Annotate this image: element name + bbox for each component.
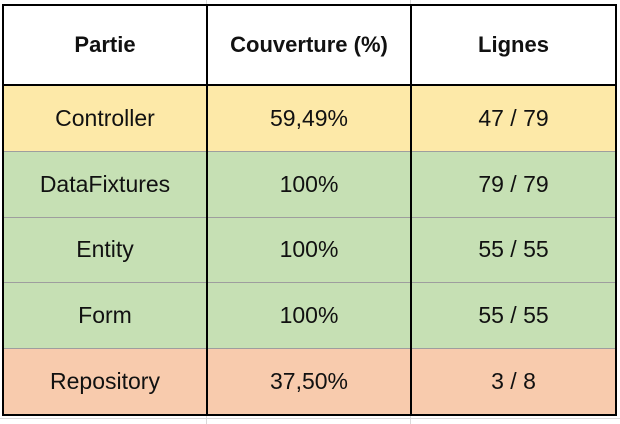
table-row: Repository 37,50% 3 / 8	[2, 348, 617, 417]
header-row: Partie Couverture (%) Lignes	[2, 4, 617, 86]
cell-partie[interactable]: DataFixtures	[2, 150, 208, 218]
cell-lignes[interactable]: 3 / 8	[410, 348, 617, 417]
cell-lignes[interactable]: 79 / 79	[410, 150, 617, 218]
cell-lignes[interactable]: 55 / 55	[410, 216, 617, 284]
cell-partie[interactable]: Controller	[2, 84, 208, 152]
header-lignes[interactable]: Lignes	[410, 4, 617, 86]
cell-couverture[interactable]: 100%	[206, 216, 412, 284]
coverage-table: Partie Couverture (%) Lignes Controller …	[2, 4, 617, 417]
cell-couverture[interactable]: 37,50%	[206, 348, 412, 417]
cell-couverture[interactable]: 100%	[206, 282, 412, 350]
cell-partie[interactable]: Form	[2, 282, 208, 350]
cell-couverture[interactable]: 100%	[206, 150, 412, 218]
header-couverture[interactable]: Couverture (%)	[206, 4, 412, 86]
cell-lignes[interactable]: 47 / 79	[410, 84, 617, 152]
cell-partie[interactable]: Entity	[2, 216, 208, 284]
cell-couverture[interactable]: 59,49%	[206, 84, 412, 152]
table-row: Entity 100% 55 / 55	[2, 216, 617, 284]
header-partie[interactable]: Partie	[2, 4, 208, 86]
table-row: Controller 59,49% 47 / 79	[2, 84, 617, 152]
table-row: Form 100% 55 / 55	[2, 282, 617, 350]
cell-lignes[interactable]: 55 / 55	[410, 282, 617, 350]
cell-partie[interactable]: Repository	[2, 348, 208, 417]
table-row: DataFixtures 100% 79 / 79	[2, 150, 617, 218]
